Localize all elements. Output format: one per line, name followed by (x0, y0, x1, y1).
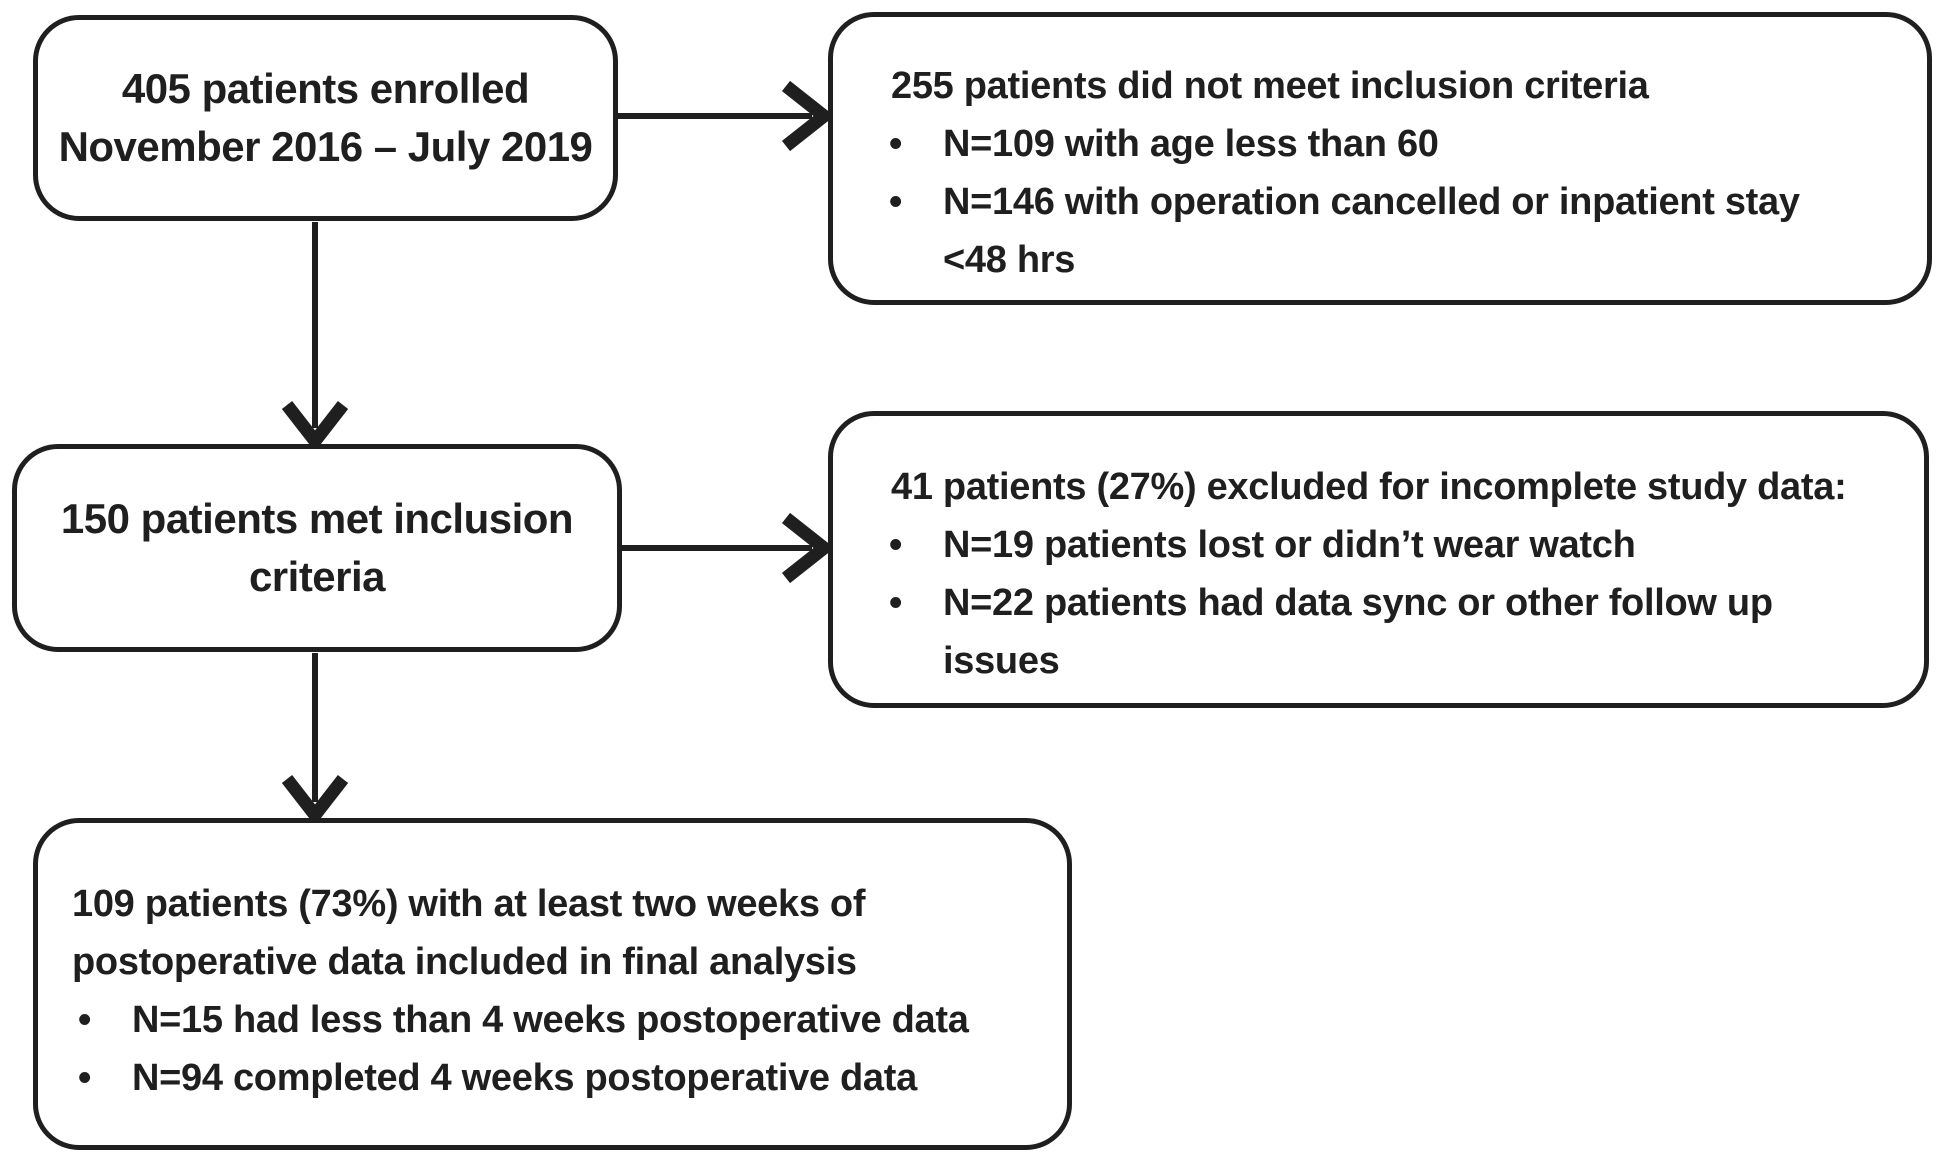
arrow-met-to-final (281, 653, 349, 826)
box-final-analysis: 109 patients (73%) with at least two wee… (33, 818, 1072, 1150)
box-excluded-incomplete-data: 41 patients (27%) excluded for incomplet… (828, 411, 1929, 708)
not-met-bullet-2: • N=146 with operation cancelled or inpa… (883, 173, 1891, 289)
bullet-dot: • (78, 1057, 92, 1099)
enrolled-text: 405 patients enrolled November 2016 – Ju… (38, 20, 613, 216)
bullet-dot: • (889, 524, 903, 566)
excluded-title: 41 patients (27%) excluded for incomplet… (891, 466, 1847, 508)
not-met-title: 255 patients did not meet inclusion crit… (891, 65, 1649, 107)
enrolled-line-2: November 2016 – July 2019 (58, 123, 593, 170)
box-did-not-meet-criteria: 255 patients did not meet inclusion crit… (828, 12, 1932, 305)
final-bullet-2-text: N=94 completed 4 weeks postoperative dat… (132, 1057, 917, 1099)
bullet-dot: • (889, 123, 903, 165)
not-met-bullet-1-text: N=109 with age less than 60 (943, 123, 1439, 165)
met-line-2: criteria (248, 553, 386, 600)
arrow-met-to-excluded (622, 512, 835, 584)
final-bullet-2: • N=94 completed 4 weeks postoperative d… (72, 1049, 1041, 1107)
met-line-1: 150 patients met inclusion (60, 495, 574, 542)
met-text: 150 patients met inclusion criteria (17, 449, 617, 647)
arrow-enrolled-to-not-met (618, 80, 835, 152)
not-met-bullet-1: • N=109 with age less than 60 (883, 115, 1891, 173)
not-met-bullet-2-text: N=146 with operation cancelled or inpati… (943, 181, 1800, 281)
box-met-criteria: 150 patients met inclusion criteria (12, 444, 622, 652)
bullet-dot: • (889, 582, 903, 624)
box-enrolled-patients: 405 patients enrolled November 2016 – Ju… (33, 15, 618, 221)
excluded-bullet-1: • N=19 patients lost or didn’t wear watc… (883, 516, 1898, 574)
arrow-enrolled-to-met (281, 222, 349, 452)
final-bullet-1: • N=15 had less than 4 weeks postoperati… (72, 991, 1041, 1049)
excluded-bullet-1-text: N=19 patients lost or didn’t wear watch (943, 524, 1636, 566)
bullet-dot: • (889, 181, 903, 223)
final-title: 109 patients (73%) with at least two wee… (72, 883, 866, 983)
enrolled-line-1: 405 patients enrolled (121, 65, 530, 112)
excluded-bullet-2-text: N=22 patients had data sync or other fol… (943, 582, 1773, 682)
bullet-dot: • (78, 999, 92, 1041)
excluded-bullet-2: • N=22 patients had data sync or other f… (883, 574, 1898, 690)
final-bullet-1-text: N=15 had less than 4 weeks postoperative… (132, 999, 969, 1041)
